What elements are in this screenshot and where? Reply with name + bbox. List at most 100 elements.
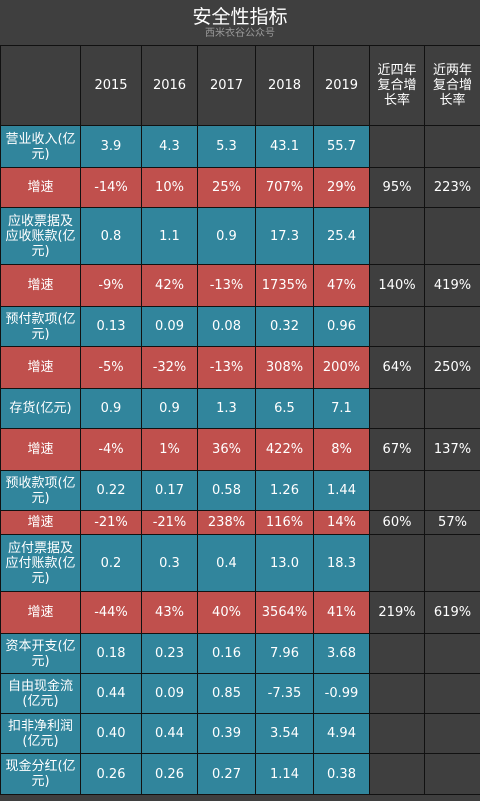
value-cell: 4.94 — [313, 713, 370, 754]
value-cell: -44% — [80, 591, 142, 634]
value-cell: 3.68 — [313, 633, 370, 674]
value-cell: 0.08 — [197, 306, 256, 347]
cagr4-cell: 219% — [369, 591, 425, 634]
value-cell: 0.09 — [141, 306, 198, 347]
cagr4-cell — [369, 470, 425, 511]
table-row: 增速 -9% 42% -13% 1735% 47% 140% 419% — [0, 264, 480, 307]
value-cell: 0.38 — [313, 753, 370, 795]
cagr2-cell: 250% — [424, 346, 480, 389]
table-row: 增速 -5% -32% -13% 308% 200% 64% 250% — [0, 346, 480, 389]
value-cell: 0.27 — [197, 753, 256, 795]
row-label: 预付款项(亿元) — [0, 306, 81, 347]
cagr4-cell: 140% — [369, 264, 425, 307]
table-title: 安全性指标 — [192, 6, 288, 28]
value-cell: 5.3 — [197, 125, 256, 168]
value-cell: 0.40 — [80, 713, 142, 754]
value-cell: 0.32 — [255, 306, 314, 347]
cagr4-cell — [369, 633, 425, 674]
cagr4-cell — [369, 534, 425, 592]
row-label: 现金分红(亿元) — [0, 753, 81, 795]
value-cell: 0.9 — [197, 207, 256, 265]
value-cell: -32% — [141, 346, 198, 389]
table-row: 增速 -4% 1% 36% 422% 8% 67% 137% — [0, 428, 480, 471]
table-row: 应付票据及应付账款(亿元) 0.2 0.3 0.4 13.0 18.3 — [0, 534, 480, 592]
value-cell: 0.26 — [80, 753, 142, 795]
row-label: 增速 — [0, 591, 81, 634]
value-cell: 0.44 — [80, 673, 142, 714]
value-cell: 1.1 — [141, 207, 198, 265]
cagr2-cell — [424, 306, 480, 347]
value-cell: 0.39 — [197, 713, 256, 754]
cagr2-cell — [424, 125, 480, 168]
value-cell: 1.26 — [255, 470, 314, 511]
cagr4-cell: 60% — [369, 510, 425, 535]
column-header: 2015 — [80, 45, 142, 126]
corner-cell — [0, 45, 81, 126]
value-cell: -9% — [80, 264, 142, 307]
value-cell: 0.85 — [197, 673, 256, 714]
table-body: 2015 2016 2017 2018 2019 近四年复合增长率 近两年复合增长率 营业收入… — [0, 45, 480, 795]
value-cell: -21% — [141, 510, 198, 535]
value-cell: 0.13 — [80, 306, 142, 347]
cagr2-cell: 137% — [424, 428, 480, 471]
table-row: 扣非净利润(亿元) 0.40 0.44 0.39 3.54 4.94 — [0, 713, 480, 754]
value-cell: 0.44 — [141, 713, 198, 754]
value-cell: 4.3 — [141, 125, 198, 168]
value-cell: 6.5 — [255, 388, 314, 429]
row-label: 增速 — [0, 264, 81, 307]
row-label: 增速 — [0, 346, 81, 389]
table-row: 资本开支(亿元) 0.18 0.23 0.16 7.96 3.68 — [0, 633, 480, 674]
value-cell: 0.9 — [80, 388, 142, 429]
table-row: 存货(亿元) 0.9 0.9 1.3 6.5 7.1 — [0, 388, 480, 429]
cagr4-cell — [369, 306, 425, 347]
row-label: 扣非净利润(亿元) — [0, 713, 81, 754]
cagr2-cell: 419% — [424, 264, 480, 307]
column-header-cagr4: 近四年复合增长率 — [369, 45, 425, 126]
table-row: 自由现金流(亿元) 0.44 0.09 0.85 -7.35 -0.99 — [0, 673, 480, 714]
value-cell: -5% — [80, 346, 142, 389]
value-cell: -13% — [197, 346, 256, 389]
value-cell: 0.26 — [141, 753, 198, 795]
cagr4-cell — [369, 673, 425, 714]
value-cell: 36% — [197, 428, 256, 471]
value-cell: 40% — [197, 591, 256, 634]
cagr4-cell: 67% — [369, 428, 425, 471]
row-label: 预收款项(亿元) — [0, 470, 81, 511]
cagr4-cell — [369, 388, 425, 429]
value-cell: 14% — [313, 510, 370, 535]
value-cell: 17.3 — [255, 207, 314, 265]
table-row: 增速 -14% 10% 25% 707% 29% 95% 223% — [0, 167, 480, 208]
value-cell: 238% — [197, 510, 256, 535]
value-cell: 43.1 — [255, 125, 314, 168]
value-cell: 0.2 — [80, 534, 142, 592]
row-label: 增速 — [0, 167, 81, 208]
cagr2-cell — [424, 534, 480, 592]
value-cell: -4% — [80, 428, 142, 471]
value-cell: 25.4 — [313, 207, 370, 265]
table-row: 营业收入(亿元) 3.9 4.3 5.3 43.1 55.7 — [0, 125, 480, 168]
table-row: 增速 -21% -21% 238% 116% 14% 60% 57% — [0, 510, 480, 535]
cagr2-cell — [424, 713, 480, 754]
table-row: 预收款项(亿元) 0.22 0.17 0.58 1.26 1.44 — [0, 470, 480, 511]
table-header-banner: 安全性指标 西米衣谷公众号 — [0, 0, 480, 45]
value-cell: 8% — [313, 428, 370, 471]
row-label: 自由现金流(亿元) — [0, 673, 81, 714]
value-cell: 29% — [313, 167, 370, 208]
row-label: 应付票据及应付账款(亿元) — [0, 534, 81, 592]
cagr2-cell — [424, 673, 480, 714]
value-cell: 0.58 — [197, 470, 256, 511]
column-header: 2016 — [141, 45, 198, 126]
cagr4-cell: 95% — [369, 167, 425, 208]
cagr4-cell — [369, 125, 425, 168]
cagr4-cell — [369, 753, 425, 795]
cagr2-cell — [424, 753, 480, 795]
value-cell: 0.3 — [141, 534, 198, 592]
value-cell: 41% — [313, 591, 370, 634]
column-header: 2019 — [313, 45, 370, 126]
value-cell: 25% — [197, 167, 256, 208]
value-cell: 10% — [141, 167, 198, 208]
value-cell: 1% — [141, 428, 198, 471]
cagr4-cell: 64% — [369, 346, 425, 389]
row-label: 营业收入(亿元) — [0, 125, 81, 168]
value-cell: 0.17 — [141, 470, 198, 511]
